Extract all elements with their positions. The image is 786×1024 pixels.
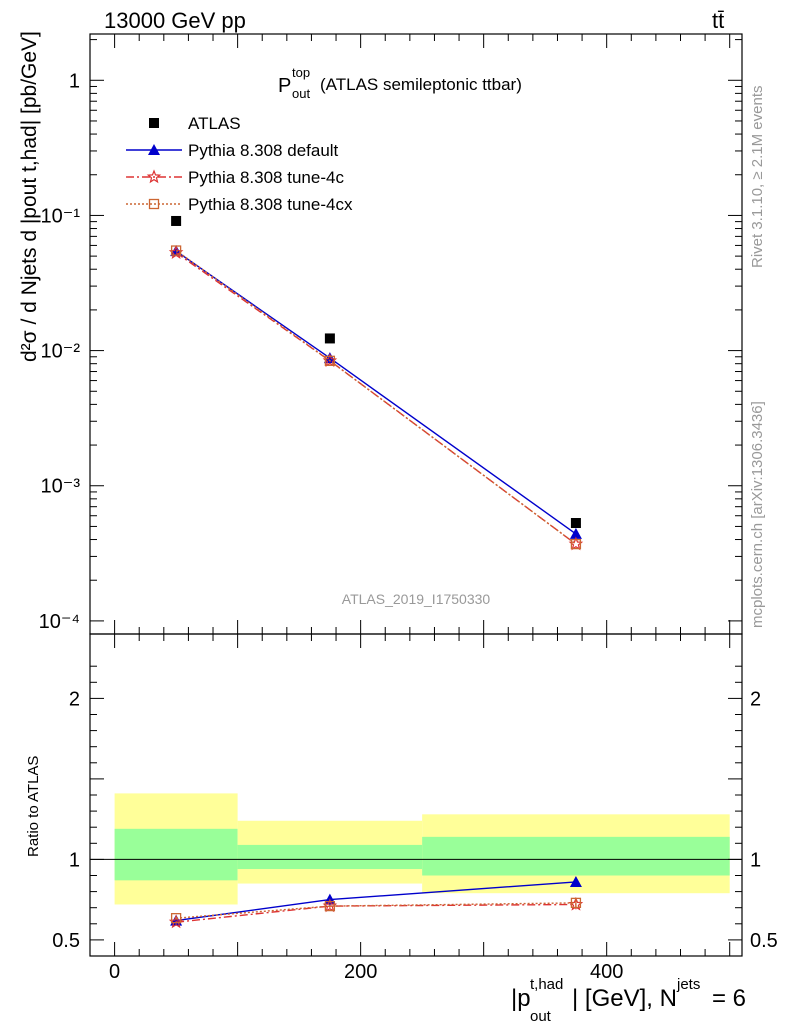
legend-marker: [149, 118, 159, 128]
main-y-tick-label: 1: [69, 70, 80, 92]
legend-label: Pythia 8.308 tune-4cx: [188, 195, 353, 214]
ratio-data-point: [170, 913, 182, 924]
ratio-series-line: [176, 903, 576, 923]
ratio-data-point: [324, 900, 336, 912]
main-panel: 10⁻⁴ 10⁻³ 10⁻² 10⁻¹ 1 ATLAS Pythia 8.308 defau…: [39, 33, 743, 635]
main-y-tick-label: 10⁻³: [41, 476, 81, 498]
x-tick-label: 200: [344, 961, 377, 983]
legend-label: Pythia 8.308 tune-4c: [188, 168, 344, 187]
main-data-point: [170, 245, 182, 256]
main-y-tick-label: 10⁻⁴: [39, 611, 80, 633]
main-y-tick-label: 10⁻¹: [41, 205, 81, 227]
x-tick-label: 400: [590, 961, 623, 983]
plot-title: P top out (ATLAS semileptonic ttbar): [278, 65, 522, 101]
header-process-label: tt̄: [712, 8, 724, 33]
ratio-y-tick-label-right: 2: [750, 688, 761, 710]
ratio-y-tick-label-right: 1: [750, 849, 761, 871]
legend-marker: [148, 144, 160, 155]
main-data-point: [569, 527, 582, 539]
ratio-data-point: [570, 897, 582, 909]
main-data-point: [171, 215, 182, 226]
x-label-sub: out: [530, 1008, 552, 1024]
main-y-axis-label: d²σ / d Njets d |pout t,had| [pb/GeV]: [18, 31, 41, 362]
main-series-line: [175, 252, 577, 545]
header-energy-label: 13000 GeV pp: [104, 8, 246, 33]
x-label-post2: = 6: [712, 985, 746, 1012]
x-label-sup: t,had: [530, 976, 563, 993]
main-data-point: [324, 333, 335, 344]
x-label-post: | [GeV], N: [572, 985, 677, 1012]
plot-title-main: P: [278, 75, 291, 97]
plot-title-sub: out: [292, 86, 310, 101]
analysis-watermark: ATLAS_2019_I1750330: [342, 591, 491, 607]
legend-marker: [148, 198, 160, 210]
plot-title-sup: top: [292, 65, 310, 80]
main-data-point: [323, 352, 336, 364]
ratio-y-tick-label: 1: [69, 849, 80, 871]
ratio-y-tick-label: 0.5: [52, 930, 80, 952]
ratio-data-point: [569, 875, 582, 887]
ratio-y-label: Ratio to ATLAS: [25, 756, 42, 857]
main-data-point: [570, 538, 582, 550]
main-y-tick-label: 10⁻²: [41, 341, 81, 363]
uncertainty-band-green: [237, 844, 423, 870]
uncertainty-band-green: [422, 836, 730, 876]
main-series-line: [175, 249, 577, 545]
x-axis-label: |p out t,had | [GeV], N jets = 6: [511, 976, 746, 1024]
rivet-watermark: Rivet 3.1.10, ≥ 2.1M events: [749, 86, 766, 269]
ratio-panel: 0 200 400 0.5 0.5 1 1 2 2: [52, 633, 778, 983]
x-label-pre: |p: [511, 985, 531, 1012]
main-data-point: [324, 355, 336, 366]
x-label-sup2: jets: [676, 976, 700, 993]
ratio-y-tick-label-right: 0.5: [750, 930, 778, 952]
main-data-point: [570, 518, 581, 529]
mcplots-watermark: mcplots.cern.ch [arXiv:1306.3436]: [749, 401, 766, 628]
ratio-y-tick-label: 2: [69, 688, 80, 710]
legend-marker: [146, 169, 162, 184]
main-y-label-text: d²σ / d Njets d |pout t,had| [pb/GeV]: [18, 31, 41, 362]
x-tick-label: 0: [109, 961, 120, 983]
plot-title-rest: (ATLAS semileptonic ttbar): [320, 75, 522, 94]
legend-label: ATLAS: [188, 114, 241, 133]
uncertainty-band-green: [114, 828, 238, 881]
legend-label: Pythia 8.308 default: [188, 141, 339, 160]
